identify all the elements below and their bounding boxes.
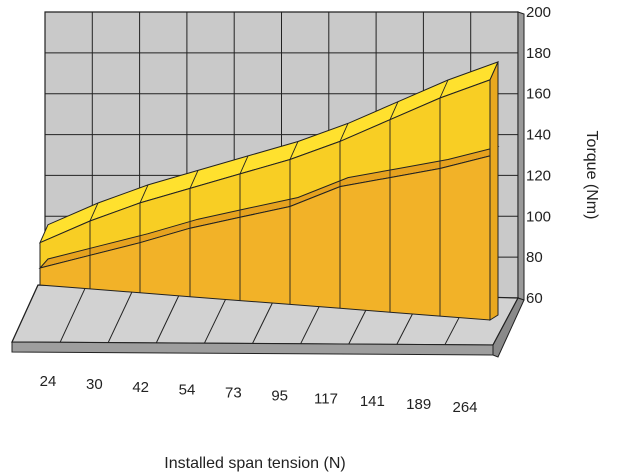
series-depth-divider <box>139 184 149 204</box>
x-tick-label: 24 <box>40 373 57 390</box>
series-depth-divider <box>439 79 449 99</box>
x-tick-label: 42 <box>132 379 149 396</box>
x-tick-labels: 24 30 42 54 73 95 117 141 189 264 <box>40 373 478 416</box>
x-tick-label: 54 <box>179 382 196 399</box>
y-tick-label: 140 <box>526 127 551 144</box>
y-tick-label: 80 <box>526 249 543 266</box>
floor-grid-line <box>155 288 183 344</box>
x-tick-label: 95 <box>271 387 288 404</box>
series-depth-divider <box>339 123 349 142</box>
series-depth-divider <box>239 155 249 175</box>
y-tick-labels: 60 80 100 120 140 160 180 200 <box>526 4 551 307</box>
x-axis-title: Installed span tension (N) <box>164 455 345 472</box>
y-tick-label: 120 <box>526 167 551 184</box>
x-tick-label: 141 <box>360 393 385 410</box>
wall-side-edge <box>517 11 525 301</box>
series-depth-divider <box>389 101 399 120</box>
series-depth-divider <box>189 170 199 189</box>
x-tick-label: 189 <box>406 396 431 413</box>
y-tick-label: 200 <box>526 4 551 21</box>
y-tick-label: 180 <box>526 45 551 62</box>
x-tick-label: 117 <box>314 390 338 407</box>
x-tick-label: 264 <box>452 399 477 416</box>
y-tick-label: 100 <box>526 208 551 225</box>
floor-grid-line <box>59 286 87 343</box>
series-layer <box>38 61 500 321</box>
series-depth-divider <box>89 202 99 222</box>
x-tick-label: 73 <box>225 385 242 402</box>
x-tick-label: 30 <box>86 376 103 393</box>
series-depth-divider <box>289 141 299 160</box>
series-side-cap <box>489 61 499 321</box>
floor-grid-line <box>11 284 39 343</box>
y-axis-title: Torque (Nm) <box>583 131 600 220</box>
floor-grid-line <box>107 287 135 343</box>
y-tick-label: 60 <box>526 290 543 307</box>
floor-grid-line <box>492 297 519 346</box>
y-tick-label: 160 <box>526 86 551 103</box>
